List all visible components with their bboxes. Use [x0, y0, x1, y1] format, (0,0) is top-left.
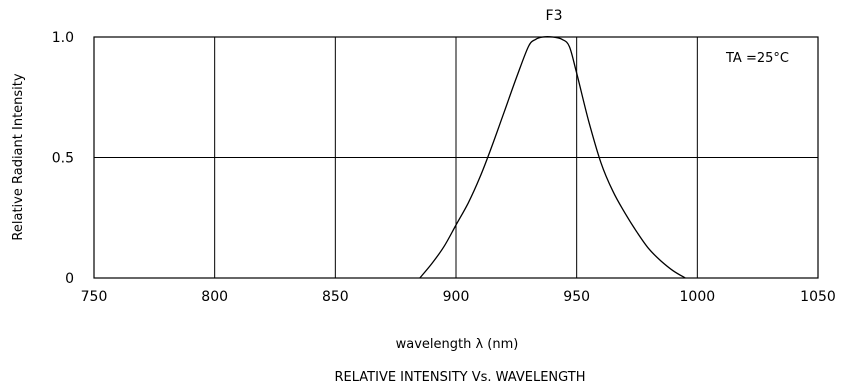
y-tick-label: 1.0: [52, 30, 74, 46]
y-tick-label: 0: [65, 271, 74, 287]
x-tick-label: 800: [201, 289, 228, 305]
tick-labels: 750 800 850 900 950 1000 1050 0 0.5 1.0: [52, 30, 836, 305]
x-tick-label: 850: [322, 289, 349, 305]
x-tick-label: 1050: [800, 289, 836, 305]
y-tick-label: 0.5: [52, 151, 74, 167]
y-axis-label: Relative Radiant Intensity: [11, 73, 26, 240]
plot-frame: [93, 36, 819, 279]
grid-lines: [94, 37, 818, 278]
x-tick-label: 750: [81, 289, 108, 305]
x-tick-label: 950: [563, 289, 590, 305]
series-line: [419, 36, 686, 279]
temperature-annotation: TA =25°C: [725, 51, 789, 66]
x-tick-label: 900: [443, 289, 470, 305]
chart-caption: RELATIVE INTENSITY Vs. WAVELENGTH: [335, 370, 586, 385]
x-axis-label: wavelength λ (nm): [396, 337, 519, 352]
x-tick-label: 1000: [680, 289, 716, 305]
chart-title: F3: [546, 8, 563, 24]
